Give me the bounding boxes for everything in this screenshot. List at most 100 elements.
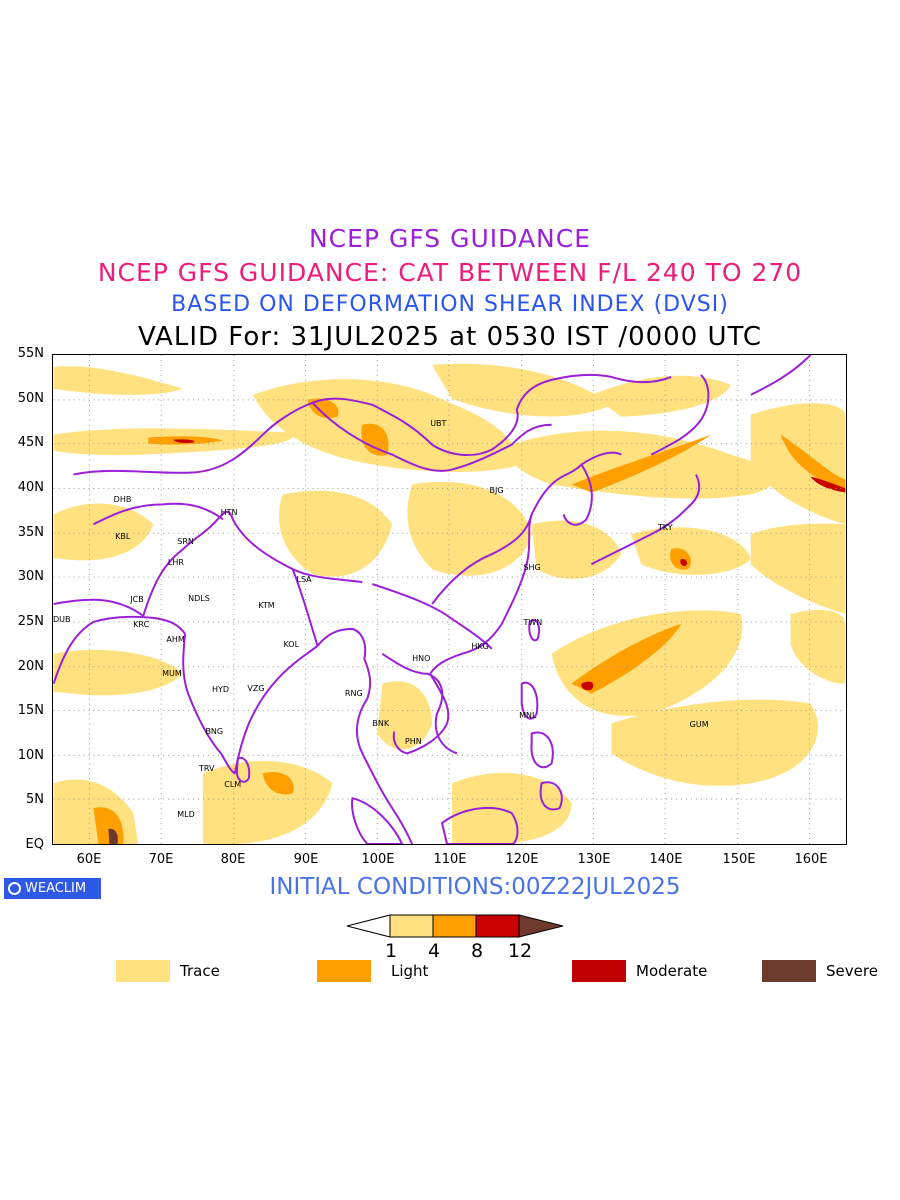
- legend-swatch-trace: [116, 960, 170, 982]
- coastline: [750, 355, 812, 396]
- title-line-1: NCEP GFS GUIDANCE: [308, 224, 591, 253]
- moderate-region: [680, 559, 688, 567]
- legend-label-moderate: Moderate: [636, 962, 708, 980]
- border: [93, 502, 224, 526]
- border: [291, 568, 319, 647]
- light-region: [571, 434, 711, 493]
- city-label-ndls: NDLS: [188, 593, 210, 603]
- lon-label: 150E: [722, 852, 756, 867]
- coastline: [650, 374, 710, 456]
- colorbar-tick: 8: [470, 940, 484, 962]
- city-label-dhb: DHB: [113, 494, 132, 504]
- lon-label: 110E: [433, 852, 467, 867]
- lat-label: 45N: [17, 435, 44, 450]
- colorbar-tick: 12: [507, 940, 533, 962]
- trace-region: [407, 481, 532, 576]
- city-label-clm: CLM: [224, 780, 242, 790]
- lon-label: 140E: [649, 852, 683, 867]
- trace-region: [790, 609, 846, 684]
- trace-region: [591, 375, 731, 417]
- lon-label: 100E: [361, 852, 395, 867]
- city-label-hno: HNO: [412, 653, 431, 663]
- colorbar-high-arrow: [518, 914, 564, 938]
- lon-label: 130E: [577, 852, 611, 867]
- weaclim-logo: WEACLIM: [4, 878, 101, 899]
- lat-label: EQ: [25, 837, 44, 852]
- city-label-phn: PHN: [404, 737, 422, 747]
- lat-label: 50N: [17, 391, 44, 406]
- trace-region: [750, 523, 846, 614]
- lon-label: 60E: [76, 852, 102, 867]
- city-label-kol: KOL: [283, 640, 300, 650]
- severe-regions: [108, 828, 118, 844]
- trace-region: [53, 649, 184, 696]
- moderate-regions: [173, 439, 846, 691]
- legend-swatch-moderate: [572, 960, 626, 982]
- city-label-krc: KRC: [133, 619, 150, 629]
- city-label-dub: DUB: [53, 615, 71, 625]
- border: [142, 510, 363, 617]
- island: [530, 731, 554, 769]
- title-line-2: NCEP GFS GUIDANCE: CAT BETWEEN F/L 240 T…: [97, 258, 803, 287]
- border: [381, 652, 458, 755]
- city-label-gum: GUM: [689, 720, 709, 730]
- moderate-region: [173, 439, 195, 444]
- trace-region: [750, 403, 846, 525]
- island: [351, 797, 404, 844]
- coastline: [355, 698, 414, 844]
- lat-label: 30N: [17, 569, 44, 584]
- city-label-kbl: KBL: [115, 532, 131, 542]
- trace-region: [278, 490, 393, 577]
- lon-label: 160E: [794, 852, 828, 867]
- moderate-region: [581, 681, 594, 691]
- city-label-shg: SHG: [523, 563, 541, 573]
- lon-label: 90E: [293, 852, 319, 867]
- city-label-tky: TKY: [657, 523, 673, 533]
- city-label-lsa: LSA: [296, 574, 312, 584]
- city-label-twn: TWN: [523, 617, 543, 627]
- city-label-hkg: HKG: [471, 641, 489, 651]
- weaclim-logo-icon: [8, 882, 21, 895]
- border: [431, 514, 533, 605]
- border: [53, 598, 144, 617]
- light-region: [780, 434, 846, 490]
- coastline: [182, 633, 319, 775]
- trace-region: [611, 699, 818, 786]
- trace-region: [531, 520, 622, 579]
- initial-conditions: INITIAL CONDITIONS:00Z22JUL2025: [269, 874, 681, 900]
- trace-region: [203, 760, 333, 844]
- city-label-jcb: JCB: [130, 594, 144, 604]
- light-region: [361, 423, 389, 456]
- lat-label: 15N: [17, 703, 44, 718]
- valid-time: VALID For: 31JUL2025 at 0530 IST /0000 U…: [137, 322, 763, 352]
- weaclim-logo-text: WEACLIM: [25, 881, 87, 896]
- map-canvas: [53, 355, 846, 844]
- turbulence-map[interactable]: UBT BJG DHB HTN KBL SRN TKY LHR SHG LSA JCB NDLS KTM…: [52, 354, 847, 845]
- city-label-ahm: AHM: [166, 634, 185, 644]
- coastline: [590, 474, 701, 566]
- city-label-rng: RNG: [344, 689, 363, 699]
- trace-region: [53, 503, 154, 561]
- light-region: [262, 771, 294, 795]
- city-label-mnl: MNL: [519, 710, 537, 720]
- lon-label: 120E: [505, 852, 539, 867]
- city-label-mld: MLD: [177, 809, 195, 819]
- lat-label: 5N: [26, 792, 44, 807]
- trace-region: [551, 610, 743, 717]
- border: [73, 373, 672, 476]
- lat-label: 55N: [17, 346, 44, 361]
- border: [372, 583, 493, 650]
- legend-label-light: Light: [391, 962, 429, 980]
- coastline: [429, 483, 553, 675]
- border: [311, 402, 552, 472]
- city-label-trv: TRV: [198, 764, 215, 774]
- title-line-3: BASED ON DEFORMATION SHEAR INDEX (DVSI): [171, 292, 729, 317]
- island: [441, 806, 519, 844]
- lon-label: 70E: [148, 852, 174, 867]
- colorbar-low-arrow: [346, 914, 391, 938]
- lat-label: 25N: [17, 614, 44, 629]
- city-label-lhr: LHR: [167, 558, 184, 567]
- city-label-bnk: BNK: [372, 718, 390, 728]
- city-label-mum: MUM: [162, 668, 182, 678]
- lat-label: 35N: [17, 525, 44, 540]
